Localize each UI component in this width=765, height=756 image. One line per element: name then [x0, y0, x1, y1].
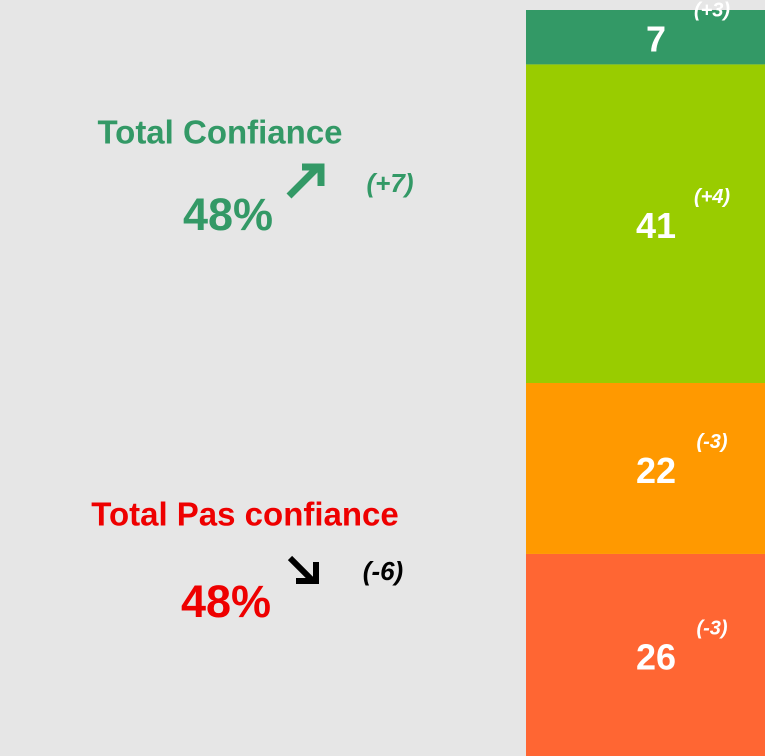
- bar-segment: [526, 64, 765, 383]
- annotation-value: 48%: [183, 189, 273, 240]
- bar-segment: [526, 383, 765, 554]
- bar-segment: [526, 10, 765, 65]
- up-arrow: [286, 163, 325, 199]
- value-label: 22: [636, 450, 676, 491]
- value-label: 7: [646, 19, 666, 60]
- value-label: 41: [636, 205, 676, 246]
- down-arrow: [287, 555, 319, 584]
- bar-segment: [526, 553, 765, 756]
- change-label: (-3): [696, 431, 727, 453]
- annotation-title: Total Confiance: [97, 114, 342, 151]
- annotation-value: 48%: [181, 576, 271, 627]
- annotation-change: (+7): [367, 168, 414, 198]
- annotation-change: (-6): [363, 556, 403, 586]
- change-label: (+3): [694, 0, 730, 21]
- change-label: (+4): [694, 186, 730, 208]
- annotation-title: Total Pas confiance: [91, 496, 398, 533]
- value-label: 26: [636, 636, 676, 677]
- change-label: (-3): [696, 617, 727, 639]
